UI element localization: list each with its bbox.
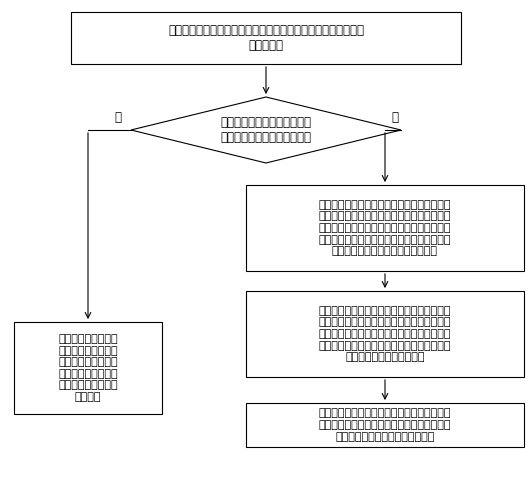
Text: 根据触摸物体图像的形状信息
判断触摸物体的类型是否相同: 根据触摸物体图像的形状信息 判断触摸物体的类型是否相同 (220, 116, 312, 144)
Text: 根据预先设定的笔头
的形状、手指的形状
识别笔触摸和手指触
摸，并分别计算笔和
手指在触摸屏上的触
摸点坐标: 根据预先设定的笔头 的形状、手指的形状 识别笔触摸和手指触 摸，并分别计算笔和 … (58, 334, 118, 402)
Text: 否: 否 (114, 111, 122, 124)
Polygon shape (131, 97, 401, 163)
Text: 计算两幅图像中的触摸物体图像的横向大小信
息，根据所述横向大小信息计算各触摸物体到
摄像头的大概距离，并根据所述大概距离、触
摸物体到摄像头连线与触摸屏底边的夹: 计算两幅图像中的触摸物体图像的横向大小信 息，根据所述横向大小信息计算各触摸物体… (319, 306, 451, 362)
Text: 计算两幅图像中的触摸物体图像的位置信息，
根据所述位置信息计算各触摸物体到两个摄像
头连线之间的角度，并根据所述各触摸物体到
两个摄像头连线之间的角度计算各触摸: 计算两幅图像中的触摸物体图像的位置信息， 根据所述位置信息计算各触摸物体到两个摄… (319, 200, 451, 256)
Text: 是: 是 (392, 111, 399, 124)
Text: 将所述各触摸物体到两个摄像头的所有连线的
交叉点坐标与所述各触摸物体的大概位置坐标
进行比较验证，找出真正的触摸点: 将所述各触摸物体到两个摄像头的所有连线的 交叉点坐标与所述各触摸物体的大概位置坐… (319, 408, 451, 442)
Text: 两个摄像头分别采集一帧图像，获取两幅图像中的触摸物体图像
的形状信息: 两个摄像头分别采集一帧图像，获取两幅图像中的触摸物体图像 的形状信息 (168, 24, 364, 52)
FancyBboxPatch shape (14, 322, 162, 414)
FancyBboxPatch shape (246, 403, 524, 447)
FancyBboxPatch shape (246, 291, 524, 377)
FancyBboxPatch shape (246, 185, 524, 271)
FancyBboxPatch shape (71, 12, 461, 64)
